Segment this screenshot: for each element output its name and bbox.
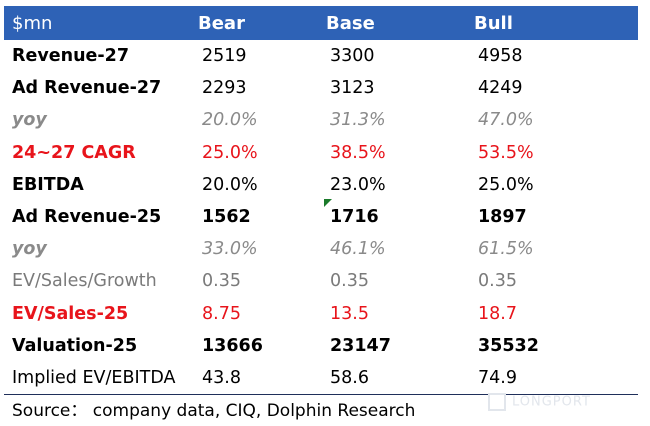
- cell-bear: 1562: [202, 207, 251, 228]
- cell-bear: 20.0%: [202, 110, 258, 131]
- cell-base: 3123: [330, 78, 375, 99]
- table-row: EV/Sales-25 8.75 13.5 18.7: [4, 298, 638, 330]
- cell-bear: 2293: [202, 78, 247, 99]
- header-bull: Bull: [474, 12, 513, 34]
- cell-bull: 61.5%: [478, 239, 534, 260]
- table-row: Ad Revenue-25 1562 1716 1897: [4, 199, 638, 233]
- cell-bear: 33.0%: [202, 239, 258, 260]
- cell-base: 13.5: [330, 303, 369, 324]
- cell-bull: 53.5%: [478, 142, 534, 163]
- row-label: yoy: [12, 239, 47, 260]
- cell-bear: 20.0%: [202, 174, 258, 195]
- table-row: Valuation-25 13666 23147 35532: [4, 330, 638, 362]
- comment-marker-icon: [324, 199, 332, 208]
- row-label: Implied EV/EBITDA: [12, 367, 176, 388]
- cell-bear: 0.35: [202, 271, 241, 292]
- cell-bull: 47.0%: [478, 110, 534, 131]
- row-label: EBITDA: [12, 174, 84, 195]
- source-note: Source： company data, CIQ, Dolphin Resea…: [12, 401, 416, 421]
- row-label: EV/Sales-25: [12, 303, 129, 324]
- cell-base: 46.1%: [330, 239, 386, 260]
- cell-bull: 25.0%: [478, 174, 534, 195]
- cell-bull: 74.9: [478, 367, 517, 388]
- cell-bear: 8.75: [202, 303, 241, 324]
- header-bear: Bear: [198, 12, 245, 34]
- row-label: EV/Sales/Growth: [12, 271, 157, 292]
- cell-base: 1716: [324, 199, 474, 228]
- cell-bull: 35532: [478, 335, 539, 356]
- cell-bear: 43.8: [202, 367, 241, 388]
- table-row: EV/Sales/Growth 0.35 0.35 0.35: [4, 265, 638, 297]
- cell-bull: 18.7: [478, 303, 517, 324]
- watermark: LONGPORT: [488, 393, 591, 411]
- row-label: Ad Revenue-25: [12, 207, 162, 228]
- table-row: EBITDA 20.0% 23.0% 25.0%: [4, 169, 638, 201]
- row-label: yoy: [12, 110, 47, 131]
- cell-base: 58.6: [330, 367, 369, 388]
- table-row: yoy 20.0% 31.3% 47.0%: [4, 104, 638, 136]
- cell-base: 3300: [330, 46, 375, 67]
- cell-base: 31.3%: [330, 110, 386, 131]
- row-label: 24~27 CAGR: [12, 142, 136, 163]
- cell-bear: 2519: [202, 46, 247, 67]
- row-label: Valuation-25: [12, 335, 138, 356]
- cell-base: 23147: [330, 335, 391, 356]
- row-label: Revenue-27: [12, 46, 130, 67]
- header-base: Base: [326, 12, 375, 34]
- valuation-table: $mn Bear Base Bull Revenue-27 2519 3300 …: [4, 6, 638, 396]
- table-row: Implied EV/EBITDA 43.8 58.6 74.9: [4, 362, 638, 394]
- header-unit: $mn: [12, 12, 53, 34]
- cell-bear: 25.0%: [202, 142, 258, 163]
- watermark-text: LONGPORT: [512, 394, 591, 410]
- cell-base: 0.35: [330, 271, 369, 292]
- table-row: yoy 33.0% 46.1% 61.5%: [4, 233, 638, 265]
- cell-bull: 4249: [478, 78, 523, 99]
- cell-base: 38.5%: [330, 142, 386, 163]
- row-label: Ad Revenue-27: [12, 78, 162, 99]
- cell-base: 23.0%: [330, 174, 386, 195]
- cell-base-value: 1716: [330, 207, 379, 228]
- table-header: $mn Bear Base Bull: [4, 6, 638, 40]
- table-row: 24~27 CAGR 25.0% 38.5% 53.5%: [4, 137, 638, 169]
- watermark-logo-icon: [488, 393, 506, 411]
- cell-bull: 0.35: [478, 271, 517, 292]
- cell-bull: 4958: [478, 46, 523, 67]
- table-row: Revenue-27 2519 3300 4958: [4, 40, 638, 72]
- cell-bull: 1897: [478, 207, 527, 228]
- table-row: Ad Revenue-27 2293 3123 4249: [4, 72, 638, 104]
- cell-bear: 13666: [202, 335, 263, 356]
